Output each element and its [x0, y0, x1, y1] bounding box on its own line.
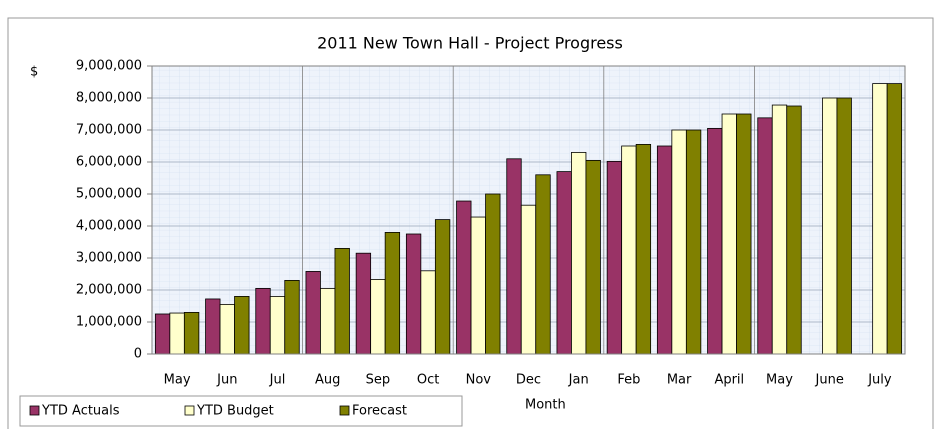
bar [255, 287, 271, 355]
x-tick-label: Feb [617, 373, 640, 388]
x-tick-label: Jun [216, 373, 237, 388]
x-tick-label: June [815, 373, 844, 388]
bar [571, 151, 587, 355]
bar [219, 303, 235, 355]
bar [334, 247, 350, 355]
bar [269, 295, 286, 355]
bar [470, 216, 486, 355]
x-tick-label: July [867, 373, 892, 388]
bar [685, 129, 702, 355]
bar [757, 117, 773, 355]
bar [585, 159, 601, 355]
bar [872, 83, 888, 355]
bar [205, 298, 221, 355]
bar [405, 233, 422, 355]
bar [284, 279, 300, 355]
y-axis-label: $ [30, 65, 38, 80]
legend-swatch [29, 405, 40, 416]
legend-swatch [184, 405, 195, 416]
legend-label: YTD Budget [196, 404, 274, 419]
bar [485, 193, 501, 355]
bar [456, 200, 472, 355]
bar [621, 145, 637, 355]
legend-label: Forecast [352, 404, 407, 419]
bar [234, 295, 250, 355]
y-tick-label: 3,000,000 [76, 251, 142, 266]
bar [305, 271, 321, 355]
bar [786, 105, 802, 355]
bar [822, 97, 838, 355]
bar [707, 127, 723, 355]
y-tick-label: 2,000,000 [76, 283, 142, 298]
y-tick-label: 4,000,000 [76, 219, 142, 234]
x-tick-label: Dec [516, 373, 541, 388]
x-tick-label: Oct [417, 373, 439, 388]
legend [19, 395, 463, 427]
bar [355, 252, 372, 355]
x-tick-label: Jan [568, 373, 589, 388]
bar [154, 313, 171, 355]
x-tick-label: Sep [366, 373, 391, 388]
bar [606, 160, 623, 355]
y-tick-label: 7,000,000 [76, 123, 142, 138]
x-axis-label: Month [525, 398, 566, 413]
x-tick-label: April [714, 373, 744, 388]
legend-label: YTD Actuals [41, 404, 120, 419]
bar [671, 129, 687, 355]
y-tick-label: 9,000,000 [76, 59, 142, 74]
bar [771, 104, 788, 355]
bar [169, 312, 185, 355]
bar [836, 97, 852, 355]
plot-border [151, 65, 906, 355]
bar [886, 83, 903, 355]
bar [506, 158, 522, 355]
bar [656, 145, 673, 355]
y-tick-label: 1,000,000 [76, 315, 142, 330]
x-tick-label: Nov [466, 373, 492, 388]
bar [370, 279, 386, 355]
bar [520, 204, 537, 355]
bar [183, 311, 200, 355]
bar [535, 174, 551, 355]
x-tick-label: Jul [269, 373, 286, 388]
bar [420, 270, 436, 355]
x-tick-label: May [164, 373, 191, 388]
bar [556, 171, 572, 355]
y-tick-label: 8,000,000 [76, 91, 142, 106]
bar [320, 287, 336, 355]
bar [721, 113, 737, 355]
bar [434, 219, 451, 355]
y-tick-label: 0 [134, 347, 142, 362]
x-tick-label: Mar [667, 373, 692, 388]
y-tick-label: 6,000,000 [76, 155, 142, 170]
y-tick-label: 5,000,000 [76, 187, 142, 202]
x-tick-label: Aug [315, 373, 340, 388]
bar [635, 143, 652, 355]
x-tick-label: May [766, 373, 793, 388]
bar [384, 231, 401, 355]
legend-swatch [339, 405, 350, 416]
chart-title: 2011 New Town Hall - Project Progress [317, 34, 623, 53]
bar [736, 113, 752, 355]
